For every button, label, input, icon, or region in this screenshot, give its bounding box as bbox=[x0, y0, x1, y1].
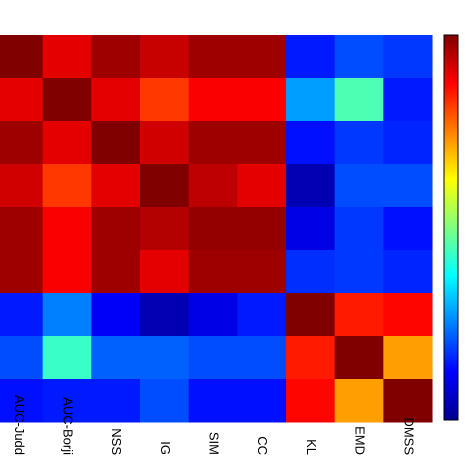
cell bbox=[334, 78, 384, 122]
column-label: EMD bbox=[353, 426, 368, 455]
cell bbox=[140, 78, 190, 122]
cell bbox=[42, 336, 92, 380]
cell bbox=[0, 35, 44, 79]
cell bbox=[237, 164, 287, 208]
cell bbox=[334, 336, 384, 380]
cell bbox=[383, 78, 433, 122]
cell bbox=[383, 379, 433, 423]
cell bbox=[237, 78, 287, 122]
column-label: AUC-Judd bbox=[12, 395, 27, 455]
cell bbox=[140, 250, 190, 294]
cell bbox=[286, 207, 336, 251]
cell bbox=[42, 164, 92, 208]
cell bbox=[237, 336, 287, 380]
cell bbox=[383, 164, 433, 208]
cell bbox=[237, 250, 287, 294]
colorbar bbox=[443, 34, 459, 421]
cell bbox=[286, 293, 336, 337]
cell bbox=[286, 336, 336, 380]
column-label: DMSS bbox=[401, 417, 416, 455]
cell bbox=[0, 336, 44, 380]
cell bbox=[383, 250, 433, 294]
column-label: CC bbox=[255, 436, 270, 455]
cell bbox=[286, 121, 336, 165]
cell bbox=[42, 78, 92, 122]
cell bbox=[0, 207, 44, 251]
cell bbox=[0, 293, 44, 337]
cell bbox=[286, 164, 336, 208]
cell bbox=[42, 35, 92, 79]
cell bbox=[334, 207, 384, 251]
column-label: IG bbox=[158, 441, 173, 455]
cell bbox=[0, 121, 44, 165]
cell bbox=[188, 293, 238, 337]
cell bbox=[188, 379, 238, 423]
cell bbox=[91, 35, 141, 79]
cell bbox=[237, 293, 287, 337]
column-label: KL bbox=[304, 439, 319, 455]
cell bbox=[188, 35, 238, 79]
cell bbox=[0, 250, 44, 294]
cell bbox=[140, 293, 190, 337]
cell bbox=[334, 121, 384, 165]
column-label: NSS bbox=[109, 428, 124, 455]
column-labels: AUC-Judd AUC-Borji NSS IG SIM CC KL EMD DMSS bbox=[12, 395, 416, 455]
cell bbox=[286, 78, 336, 122]
cell bbox=[286, 35, 336, 79]
cell bbox=[383, 35, 433, 79]
cell bbox=[140, 164, 190, 208]
cell bbox=[188, 250, 238, 294]
cell bbox=[140, 336, 190, 380]
cell bbox=[286, 379, 336, 423]
cell bbox=[188, 336, 238, 380]
cell bbox=[140, 35, 190, 79]
cell bbox=[91, 293, 141, 337]
column-label: SIM bbox=[207, 432, 222, 455]
cell bbox=[334, 379, 384, 423]
cell bbox=[334, 250, 384, 294]
cell bbox=[237, 379, 287, 423]
cell bbox=[383, 336, 433, 380]
cell bbox=[383, 293, 433, 337]
cell bbox=[286, 250, 336, 294]
cell bbox=[140, 379, 190, 423]
heatmap bbox=[0, 35, 433, 423]
column-label: AUC-Borji bbox=[61, 397, 76, 455]
cell bbox=[42, 121, 92, 165]
cell bbox=[140, 121, 190, 165]
cell bbox=[42, 293, 92, 337]
cell bbox=[91, 207, 141, 251]
cell bbox=[334, 293, 384, 337]
cell bbox=[334, 35, 384, 79]
cell bbox=[188, 78, 238, 122]
cell bbox=[237, 35, 287, 79]
cell bbox=[237, 207, 287, 251]
cell bbox=[140, 207, 190, 251]
cell bbox=[237, 121, 287, 165]
cell bbox=[42, 250, 92, 294]
cell bbox=[383, 207, 433, 251]
cell bbox=[91, 250, 141, 294]
cell bbox=[383, 121, 433, 165]
cell bbox=[0, 78, 44, 122]
cell bbox=[91, 121, 141, 165]
cell bbox=[188, 164, 238, 208]
cell bbox=[91, 78, 141, 122]
cell bbox=[188, 207, 238, 251]
cell bbox=[91, 336, 141, 380]
cell bbox=[334, 164, 384, 208]
cell bbox=[0, 164, 44, 208]
cell bbox=[42, 207, 92, 251]
cell bbox=[188, 121, 238, 165]
cell bbox=[91, 164, 141, 208]
cell bbox=[0, 379, 44, 423]
cell bbox=[42, 379, 92, 423]
cell bbox=[91, 379, 141, 423]
